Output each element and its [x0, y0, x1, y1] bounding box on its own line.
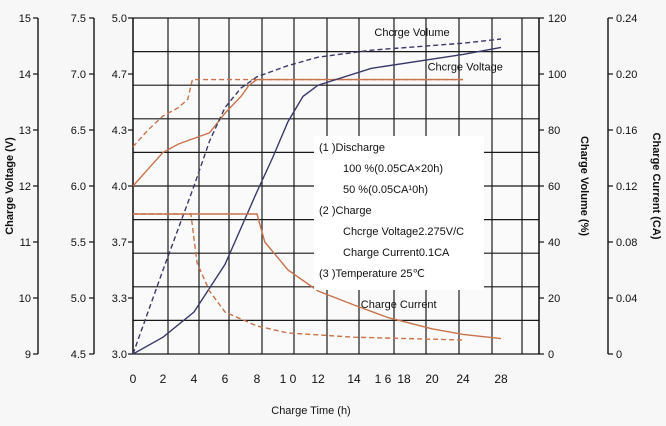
tick-label-voltage_4v: 5.0	[112, 13, 127, 25]
x-tick-label: 14	[347, 372, 361, 386]
x-tick-label: 24	[456, 372, 470, 386]
tick-label-current: 0.04	[616, 293, 637, 305]
y-axis-label-current: Charge Current (CA)	[650, 133, 662, 240]
annotations-layer: Chcrge Volume Chcrge Voltage Charge Curren…	[361, 27, 503, 311]
x-tick-label: 8	[254, 372, 261, 386]
series-line-3	[132, 46, 502, 355]
tick-label-voltage_6v: 5.0	[71, 293, 86, 305]
series-line-2	[132, 38, 502, 355]
tick-label-volume: 120	[548, 13, 566, 25]
tick-label-voltage_4v: 3.0	[112, 349, 127, 361]
x-tick-label: 18	[397, 372, 411, 386]
tick-label-volume: 0	[548, 349, 554, 361]
x-tick-label: 28	[494, 372, 508, 386]
tick-label-voltage_6v: 5.5	[71, 237, 86, 249]
tick-label-voltage_12v: 12	[19, 181, 31, 193]
tick-label-voltage_6v: 7.0	[71, 69, 86, 81]
annotation-ann_cur: Charge Current	[361, 299, 437, 311]
series-line-5	[133, 213, 502, 340]
x-tick-label: 1 0	[280, 372, 297, 386]
y-axis-label-volume: Charge Volume (%)	[578, 136, 590, 236]
tick-label-volume: 40	[548, 237, 560, 249]
tick-label-current: 0.08	[616, 237, 637, 249]
tick-label-voltage_4v: 3.7	[112, 237, 127, 249]
x-tick-label: 4	[191, 372, 198, 386]
tick-label-voltage_6v: 7.5	[71, 13, 86, 25]
annotation-ann_volt: Chcrge Voltage	[428, 62, 503, 74]
axes: 15 14 13 12 11 10 9 7.5 7.0 6.5 6.0 5.5 5.0 4.5 5.0 4.7…	[19, 13, 638, 386]
series-line-4	[133, 213, 464, 341]
note-line: Charge Current0.1CA	[343, 247, 450, 259]
note-line: 50 %(0.05CA¹0h)	[343, 184, 428, 196]
x-tick-label: 20	[425, 372, 439, 386]
tick-label-voltage_4v: 4.3	[112, 125, 127, 137]
tick-label-voltage_12v: 13	[19, 125, 31, 137]
tick-label-voltage_12v: 15	[19, 13, 31, 25]
note-line: 100 %(0.05CA×20h)	[343, 163, 443, 175]
tick-label-current: 0.24	[616, 13, 637, 25]
notes-box	[314, 136, 484, 290]
tick-label-voltage_4v: 3.3	[112, 293, 127, 305]
tick-label-volume: 20	[548, 293, 560, 305]
note-line: Chcrge Voltage2.275V/C	[343, 226, 464, 238]
tick-label-volume: 100	[548, 69, 566, 81]
notes-text: (1 )Discharge 100 %(0.05CA×20h) 50 %(0.05C…	[319, 142, 464, 280]
x-tick-label: 2	[160, 372, 167, 386]
series-line-1	[132, 78, 463, 187]
series-layer	[132, 38, 502, 355]
x-axis-label: Charge Time (h)	[271, 405, 350, 417]
tick-label-voltage_6v: 6.5	[71, 125, 86, 137]
tick-label-voltage_12v: 14	[19, 69, 31, 81]
x-tick-label: 0	[130, 372, 137, 386]
note-line: (2 )Charge	[319, 205, 372, 217]
x-tick-label: 1 6	[375, 372, 392, 386]
tick-label-current: 0.20	[616, 69, 637, 81]
tick-label-current: 0.12	[616, 181, 637, 193]
tick-label-voltage_4v: 4.7	[112, 69, 127, 81]
tick-label-voltage_12v: 11	[20, 237, 31, 249]
tick-label-voltage_12v: 9	[25, 349, 31, 361]
x-tick-label: 12	[311, 372, 325, 386]
tick-label-current: 0	[616, 349, 622, 361]
note-line: (1 )Discharge	[319, 142, 385, 154]
tick-label-voltage_6v: 4.5	[71, 349, 86, 361]
tick-label-voltage_12v: 10	[19, 293, 31, 305]
tick-label-voltage_4v: 4.0	[112, 181, 127, 193]
tick-label-volume: 80	[548, 125, 560, 137]
tick-label-volume: 60	[548, 181, 560, 193]
tick-label-voltage_6v: 6.0	[71, 181, 86, 193]
tick-label-current: 0.16	[616, 125, 637, 137]
x-tick-label: 6	[222, 372, 229, 386]
series-line-0	[132, 78, 463, 148]
y-axis-label-voltage: Charge Voltage (V)	[4, 137, 16, 235]
note-line: (3 )Temperature 25℃	[319, 268, 425, 280]
annotation-ann_vol: Chcrge Volume	[374, 27, 449, 39]
